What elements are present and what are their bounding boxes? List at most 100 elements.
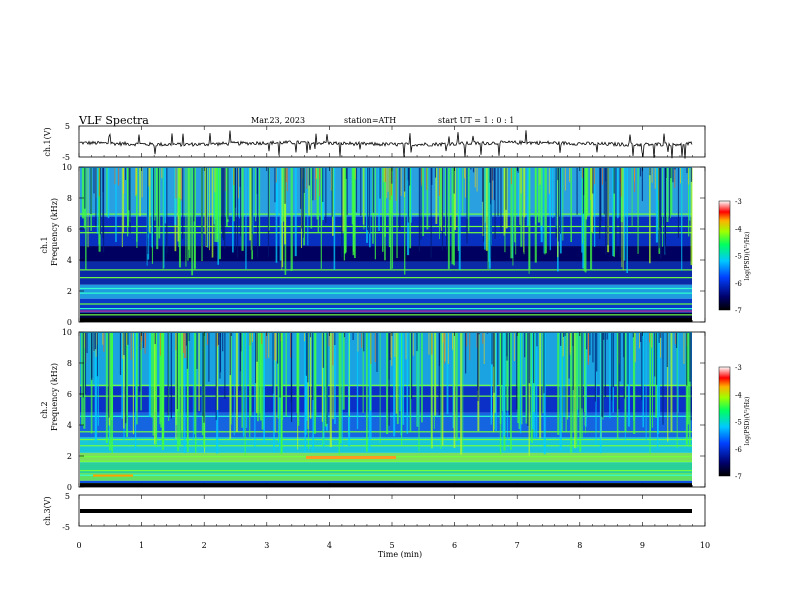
sferic-gap bbox=[533, 333, 535, 384]
sferic-gap bbox=[236, 168, 239, 258]
sferic-streak bbox=[616, 333, 619, 440]
time-tick-label: 6 bbox=[452, 541, 457, 550]
sferic-gap bbox=[431, 168, 433, 185]
sferic-streak bbox=[586, 168, 588, 217]
sferic-streak bbox=[351, 168, 354, 225]
sferic-streak bbox=[655, 168, 659, 243]
ch2-colorbar bbox=[718, 366, 731, 477]
sferic-gap bbox=[612, 333, 615, 388]
sferic-peak bbox=[285, 168, 287, 183]
sferic-gap bbox=[568, 333, 570, 379]
sferic-streak bbox=[323, 333, 325, 447]
sferic-peak bbox=[659, 333, 661, 358]
sferic-streak bbox=[440, 333, 442, 449]
sferic-streak bbox=[689, 168, 691, 221]
ch2-spectrogram-image bbox=[80, 332, 692, 487]
sferic-streak bbox=[316, 168, 319, 220]
sferic-streak bbox=[396, 168, 398, 259]
sferic-peak bbox=[126, 333, 128, 346]
sferic-gap bbox=[665, 168, 667, 178]
sferic-gap bbox=[604, 333, 606, 398]
sferic-peak bbox=[443, 333, 445, 364]
sferic-peak bbox=[590, 168, 592, 200]
sferic-streak bbox=[485, 168, 488, 251]
sferic-streak bbox=[542, 333, 544, 414]
sferic-streak bbox=[417, 333, 419, 427]
sferic-streak bbox=[530, 333, 532, 442]
sferic-gap bbox=[430, 168, 432, 258]
sferic-peak bbox=[548, 168, 550, 194]
sferic-gap bbox=[605, 168, 607, 217]
sferic-gap bbox=[618, 333, 620, 409]
sferic-peak bbox=[649, 333, 651, 343]
sferic-gap bbox=[619, 333, 621, 382]
sferic-gap bbox=[668, 168, 671, 219]
sferic-gap bbox=[466, 168, 468, 244]
sferic-streak bbox=[209, 168, 210, 251]
station-label: station=ATH bbox=[344, 116, 396, 125]
ch2-colorbar-ticks: -3 -4 -5 -6 -7 bbox=[735, 364, 742, 481]
sferic-streak bbox=[491, 333, 493, 419]
sferic-gap bbox=[139, 333, 141, 392]
sferic-streak bbox=[304, 333, 306, 453]
tonal-line bbox=[80, 277, 692, 279]
sferic-streak bbox=[488, 168, 490, 241]
sferic-peak bbox=[674, 168, 676, 188]
sferic-streak bbox=[613, 168, 615, 257]
sferic-streak bbox=[275, 168, 278, 263]
sferic-streak bbox=[531, 333, 534, 430]
sferic-streak bbox=[123, 333, 125, 429]
freq-tick-label: 4 bbox=[67, 421, 72, 430]
sferic-streak bbox=[303, 168, 306, 246]
ch1-channel-label: ch.1 bbox=[40, 236, 49, 253]
freq-tick-label: 10 bbox=[62, 328, 72, 337]
sferic-streak bbox=[216, 333, 219, 410]
sferic-peak bbox=[303, 333, 305, 342]
sferic-streak bbox=[239, 168, 240, 219]
sferic-streak bbox=[462, 168, 464, 216]
sferic-gap bbox=[506, 333, 508, 357]
sferic-streak bbox=[164, 168, 167, 224]
sferic-streak bbox=[216, 168, 219, 243]
tonal-line bbox=[80, 474, 692, 476]
sferic-streak bbox=[484, 168, 486, 250]
sferic-gap bbox=[524, 333, 526, 358]
sferic-streak bbox=[626, 168, 628, 273]
sferic-streak bbox=[121, 168, 123, 248]
sferic-gap bbox=[592, 333, 594, 363]
sferic-gap bbox=[274, 168, 276, 203]
sferic-streak bbox=[111, 333, 114, 454]
spectrogram-band bbox=[80, 261, 692, 285]
ch2-channel-label: ch.2 bbox=[40, 401, 49, 418]
time-tick-label: 2 bbox=[202, 541, 207, 550]
sferic-gap bbox=[125, 333, 127, 424]
sferic-streak bbox=[98, 168, 101, 252]
sferic-streak bbox=[90, 333, 93, 434]
sferic-streak bbox=[292, 168, 293, 271]
sferic-streak bbox=[87, 168, 89, 248]
tonal-line bbox=[80, 431, 692, 433]
sferic-streak bbox=[185, 168, 187, 267]
sferic-gap bbox=[677, 168, 680, 239]
sferic-streak bbox=[559, 333, 562, 450]
sferic-peak bbox=[564, 168, 566, 191]
sferic-streak bbox=[339, 333, 342, 444]
ch3-ytick-top: 5 bbox=[65, 492, 70, 501]
ch1-freq-ticks: 0 2 4 6 8 10 bbox=[62, 163, 705, 327]
sferic-peak bbox=[135, 168, 137, 197]
sferic-streak bbox=[395, 333, 398, 414]
sferic-gap bbox=[659, 168, 661, 229]
sferic-streak bbox=[194, 168, 196, 271]
sferic-gap bbox=[686, 333, 688, 386]
sferic-gap bbox=[221, 168, 223, 230]
sferic-streak bbox=[575, 333, 578, 448]
time-tick-label: 8 bbox=[577, 541, 582, 550]
sferic-streak bbox=[594, 168, 596, 247]
sferic-peak bbox=[442, 333, 444, 343]
ch2-freq-ylabel: Frequency (kHz) bbox=[50, 363, 59, 431]
sferic-gap bbox=[309, 333, 312, 338]
colorbar-tick-label: -3 bbox=[735, 198, 742, 206]
sferic-gap bbox=[465, 333, 467, 374]
sferic-streak bbox=[96, 168, 99, 234]
sferic-gap bbox=[154, 333, 156, 345]
